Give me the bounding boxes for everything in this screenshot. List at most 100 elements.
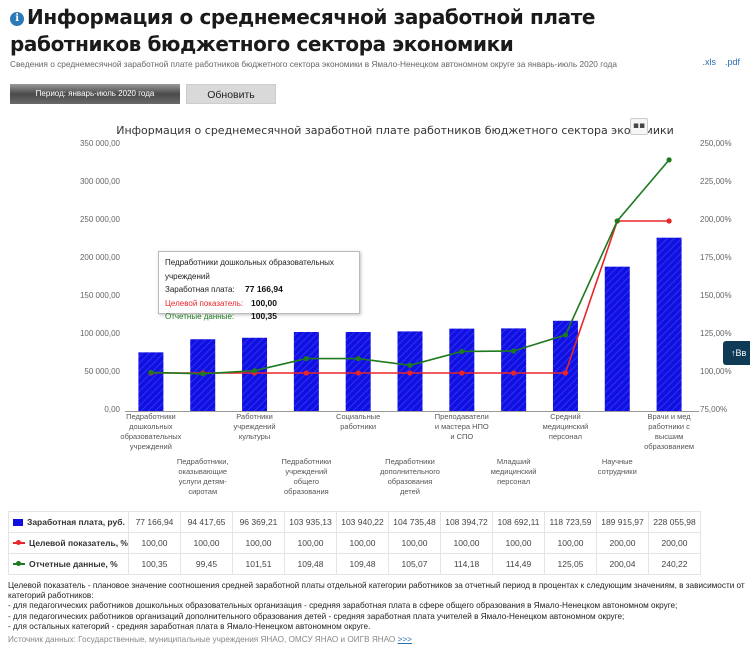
table-cell: 125,05 [544, 553, 597, 575]
series-point[interactable] [355, 370, 361, 376]
series-point[interactable] [511, 370, 517, 376]
y-left-tick: 300 000,00 [79, 177, 120, 186]
y-left-tick: 100 000,00 [79, 329, 120, 338]
export-xls-link[interactable]: .xls [702, 57, 716, 67]
series-point[interactable] [614, 218, 620, 224]
table-row: Заработная плата, руб. 77 166,94 94 417,65… [8, 511, 701, 533]
table-cell: 103 935,13 [284, 511, 337, 533]
salary-bar[interactable] [656, 237, 682, 411]
x-category-label: Педработники дополнительного образования де… [380, 457, 440, 496]
table-cell: 99,45 [180, 553, 233, 575]
series-point[interactable] [148, 369, 154, 376]
y-left-tick: 0,00 [104, 405, 120, 414]
chart-menu-button[interactable]: ▪▪ [630, 118, 648, 135]
table-cell: 96 369,21 [232, 511, 285, 533]
x-category-label: Средний медицинский персонал [542, 412, 589, 441]
series-point[interactable] [407, 362, 413, 368]
table-cell: 100,00 [544, 532, 597, 554]
note-line: - для остальных категорий - средняя зара… [8, 621, 371, 631]
y-right-tick: 125,00% [700, 329, 732, 338]
table-row: Отчетные данные, % 100,35 99,45 101,51 109,4… [8, 553, 701, 575]
table-cell: 100,00 [128, 532, 181, 554]
chart-title: Информация о среднемесячной заработной п… [116, 124, 674, 137]
page-subtitle: Сведения о среднемесячной заработной пла… [10, 59, 617, 69]
salary-bar[interactable] [449, 328, 475, 411]
y-left-tick: 350 000,00 [79, 139, 120, 148]
series-point[interactable] [562, 332, 569, 338]
table-cell: 100,00 [336, 532, 389, 554]
series-point[interactable] [459, 348, 465, 355]
bar-legend-swatch [13, 519, 23, 526]
salary-bar[interactable] [138, 352, 164, 411]
table-cell: 240,22 [648, 553, 701, 575]
salary-bar[interactable] [501, 328, 527, 411]
side-login-button[interactable]: ↑Вв [723, 341, 750, 365]
series-point[interactable] [666, 157, 672, 163]
table-cell: 189 915,97 [596, 511, 649, 533]
table-cell: 114,18 [440, 553, 493, 575]
table-cell: 118 723,59 [544, 511, 597, 533]
x-category-label: Младший медицинский персонал [490, 457, 537, 486]
y-left-tick: 50 000,00 [84, 367, 120, 376]
series-label[interactable]: Целевой показатель, % [8, 532, 129, 554]
table-cell: 200,00 [648, 532, 701, 554]
table-cell: 200,04 [596, 553, 649, 575]
info-icon[interactable]: i [10, 12, 24, 26]
y-left-tick: 250 000,00 [79, 215, 120, 224]
actual-legend-marker [13, 561, 25, 566]
table-cell: 100,00 [440, 532, 493, 554]
table-cell: 103 940,22 [336, 511, 389, 533]
tooltip-target-row: Целевой показатель: 100,00 [165, 297, 277, 308]
tooltip-salary-row: Заработная плата: 77 166,94 [165, 284, 283, 294]
x-category-label: Преподаватели и мастера НПО и СПО [434, 412, 489, 441]
target-legend-marker [13, 540, 25, 545]
y-right-tick: 250,00% [700, 139, 732, 148]
y-left-tick: 150 000,00 [79, 291, 120, 300]
y-right-tick: 150,00% [700, 291, 732, 300]
grid-menu-icon: ▪▪ [632, 121, 646, 131]
x-category-label: Педработники учреждений общего образования [281, 457, 332, 496]
series-point[interactable] [407, 370, 413, 376]
note-line: - для педагогических работников дошкольн… [8, 601, 678, 611]
table-cell: 77 166,94 [128, 511, 181, 533]
y-right-tick: 100,00% [700, 367, 732, 376]
series-point[interactable] [303, 355, 309, 362]
series-point[interactable] [562, 370, 569, 376]
table-cell: 108 692,11 [492, 511, 545, 533]
salary-bar[interactable] [604, 266, 630, 411]
y-right-tick: 225,00% [700, 177, 732, 186]
series-point[interactable] [200, 371, 206, 377]
series-point[interactable] [355, 355, 361, 362]
notes-block: Целевой показатель - плановое значение с… [8, 581, 750, 632]
series-point[interactable] [251, 368, 258, 374]
note-line: Целевой показатель - плановое значение с… [8, 581, 745, 590]
table-cell: 105,07 [388, 553, 441, 575]
table-cell: 100,35 [128, 553, 181, 575]
series-point[interactable] [666, 218, 672, 224]
x-category-label: Педработники, оказывающие услуги детям-сир… [176, 457, 229, 496]
note-line: - для педагогических работников организа… [8, 611, 625, 621]
table-cell: 94 417,65 [180, 511, 233, 533]
table-cell: 100,00 [492, 532, 545, 554]
series-label[interactable]: Отчетные данные, % [8, 553, 129, 575]
series-point[interactable] [303, 370, 309, 376]
x-category-label: Социальные работники [336, 412, 381, 431]
export-pdf-link[interactable]: .pdf [724, 57, 740, 67]
data-table: Заработная плата, руб. 77 166,94 94 417,65… [8, 511, 701, 575]
series-label[interactable]: Заработная плата, руб. [8, 511, 129, 533]
page-title: i Информация о среднемесячной заработной … [10, 5, 596, 56]
series-point[interactable] [511, 348, 517, 354]
period-selector-button[interactable]: Период: январь-июль 2020 года [10, 84, 180, 104]
table-cell: 100,00 [232, 532, 285, 554]
table-cell: 109,48 [336, 553, 389, 575]
y-left-tick: 200 000,00 [79, 253, 120, 262]
source-link[interactable]: >>> [397, 635, 412, 644]
refresh-button[interactable]: Обновить [186, 84, 276, 104]
table-cell: 100,00 [180, 532, 233, 554]
table-cell: 200,00 [596, 532, 649, 554]
table-cell: 228 055,98 [648, 511, 701, 533]
table-cell: 114,49 [492, 553, 545, 575]
table-cell: 100,00 [388, 532, 441, 554]
series-point[interactable] [459, 370, 465, 376]
table-cell: 101,51 [232, 553, 285, 575]
